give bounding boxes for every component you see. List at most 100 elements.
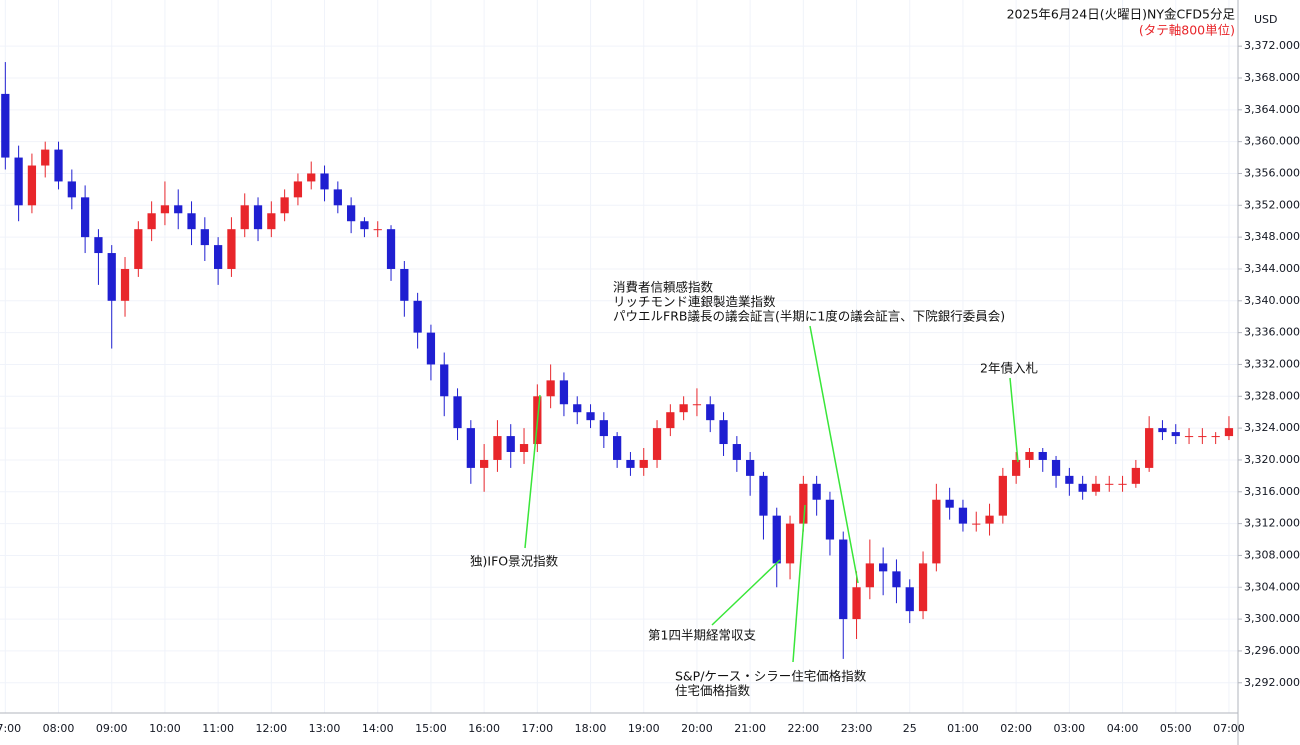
candle-body — [253, 205, 263, 230]
x-tick-label: 07:00 — [1213, 722, 1245, 735]
candle-body — [227, 229, 236, 269]
chart-subtitle: (タテ軸800単位) — [1139, 23, 1235, 38]
y-tick-label: 3,312.000 — [1244, 517, 1300, 530]
axes: 3,292.000 3,296.000 3,300.000 3,304.000 3,30… — [0, 39, 1300, 735]
x-tick-label: 20:00 — [681, 722, 713, 735]
candle-body — [360, 221, 369, 230]
candle-body — [1051, 459, 1061, 476]
y-tick-label: 3,336.000 — [1244, 326, 1300, 339]
y-tick-label: 3,332.000 — [1244, 357, 1300, 370]
y-tick-label: 3,368.000 — [1244, 71, 1300, 84]
candle-body — [879, 563, 888, 572]
y-tick-label: 3,328.000 — [1244, 389, 1300, 402]
y-tick-label: 3,348.000 — [1244, 230, 1300, 243]
annotation-text: 第1四半期経常収支 — [648, 628, 756, 643]
x-tick-label: 05:00 — [1160, 722, 1192, 735]
annotation-text: リッチモンド連銀製造業指数 — [613, 294, 776, 309]
candle-body — [599, 420, 608, 437]
candle-body — [998, 475, 1007, 516]
candle-body — [240, 205, 249, 230]
annotation-line — [809, 325, 859, 584]
candle-body — [1025, 451, 1034, 460]
candle-body — [1224, 428, 1234, 437]
candle-body — [626, 459, 635, 468]
candle-body — [812, 483, 821, 500]
candle-body — [519, 444, 529, 452]
x-tick-label: 12:00 — [255, 722, 287, 735]
candle-body — [1145, 428, 1154, 468]
x-tick-label: 21:00 — [734, 722, 766, 735]
y-tick-label: 3,352.000 — [1244, 198, 1300, 211]
candle-body — [1118, 483, 1127, 485]
x-tick-label: 09:00 — [96, 722, 128, 735]
candle-body — [958, 507, 968, 524]
currency-label: USD — [1254, 13, 1278, 26]
candle-body — [373, 229, 382, 231]
y-tick-label: 3,292.000 — [1244, 676, 1300, 689]
candle-body — [972, 523, 981, 525]
candle-body — [1091, 483, 1101, 492]
candle-body — [905, 587, 914, 612]
candle-body — [772, 515, 781, 564]
candle-body — [174, 205, 183, 214]
candle-body — [1065, 475, 1074, 484]
candle-body — [1158, 428, 1167, 433]
candle-body — [1171, 432, 1180, 437]
x-tick-label: 11:00 — [202, 722, 234, 735]
candle-body — [120, 268, 130, 301]
candle-body — [706, 404, 715, 421]
candle-body — [426, 332, 436, 365]
x-tick-label: 01:00 — [947, 722, 979, 735]
candle-body — [825, 499, 835, 540]
candle-body — [67, 181, 76, 198]
x-tick-label: 19:00 — [628, 722, 660, 735]
y-tick-label: 3,340.000 — [1244, 294, 1300, 307]
candle-body — [440, 364, 449, 397]
y-tick-label: 3,324.000 — [1244, 421, 1300, 434]
candle-body — [1184, 436, 1194, 438]
y-tick-label: 3,300.000 — [1244, 612, 1300, 625]
annotation-text: パウエルFRB議長の議会証言(半期に1度の議会証言、下院銀行委員会) — [613, 309, 1005, 324]
y-tick-label: 3,304.000 — [1244, 580, 1300, 593]
candle-body — [54, 149, 63, 182]
x-tick-label: 13:00 — [309, 722, 341, 735]
y-tick-label: 3,360.000 — [1244, 135, 1300, 148]
candle-body — [918, 563, 928, 612]
x-tick-label: 08:00 — [43, 722, 75, 735]
candle-body — [1211, 436, 1220, 438]
x-tick-label: 10:00 — [149, 722, 181, 735]
candle-body — [386, 229, 396, 269]
candle-body — [307, 173, 316, 182]
y-tick-label: 3,344.000 — [1244, 262, 1300, 275]
candle-body — [493, 436, 502, 460]
candle-body — [1038, 451, 1047, 460]
candle-body — [267, 213, 276, 230]
y-tick-label: 3,308.000 — [1244, 548, 1300, 561]
candle-body — [759, 475, 768, 516]
annotation-text: 独)IFO景況指数 — [470, 554, 559, 569]
candle-body — [865, 563, 874, 588]
x-tick-label: 04:00 — [1107, 722, 1139, 735]
candle-body — [546, 380, 555, 397]
candle-body — [613, 436, 622, 460]
x-tick-label: 17:00 — [521, 722, 553, 735]
candle-body — [107, 253, 116, 301]
y-tick-label: 3,316.000 — [1244, 485, 1300, 498]
candle-body — [679, 404, 688, 413]
candle-body — [1012, 459, 1021, 476]
annotation-text: 消費者信頼感指数 — [613, 280, 714, 295]
x-tick-label: 16:00 — [468, 722, 500, 735]
candle-body — [852, 587, 861, 620]
candle-body — [506, 436, 515, 452]
candle-body — [639, 459, 648, 468]
candle-body — [666, 412, 675, 429]
candle-body — [187, 213, 196, 230]
annotation-line — [1009, 377, 1019, 463]
candle-body — [732, 444, 741, 460]
candle-body — [719, 420, 728, 445]
candle-body — [799, 483, 808, 524]
x-tick-label: 23:00 — [841, 722, 873, 735]
candle-body — [333, 189, 342, 206]
candle-body — [293, 181, 303, 198]
